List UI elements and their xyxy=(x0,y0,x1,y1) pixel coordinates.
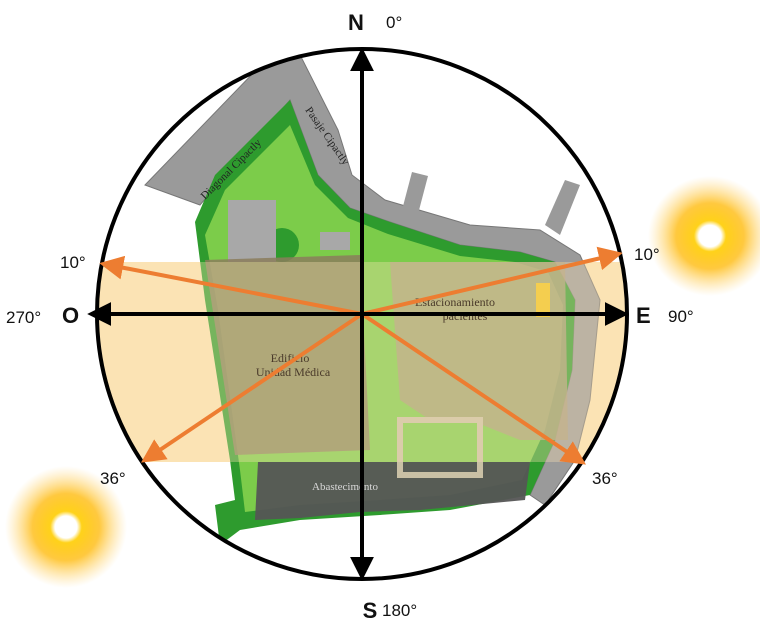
label-south-degrees: 180° xyxy=(382,601,417,620)
sun-arrow-lower-left xyxy=(141,312,364,463)
plaza-2 xyxy=(320,232,350,250)
label-north-degrees: 0° xyxy=(386,13,402,32)
street-spur xyxy=(545,180,580,235)
label-east: E xyxy=(636,303,651,328)
sun-icon-east xyxy=(648,176,760,296)
street-spur-2 xyxy=(402,172,428,214)
supply-label: Abastecimento xyxy=(312,481,378,493)
sun-arrow-lower-right xyxy=(360,312,586,465)
label-east-degrees: 90° xyxy=(668,307,694,326)
angle-label-lower-right: 36° xyxy=(592,469,618,488)
label-north: N xyxy=(348,10,364,35)
sun-icon-west xyxy=(5,466,127,588)
building-label-2: Unidad Médica xyxy=(256,365,331,379)
angle-label-lower-left: 36° xyxy=(100,469,126,488)
service-yard xyxy=(397,417,483,478)
angle-label-upper-right: 10° xyxy=(634,245,660,264)
label-west-degrees: 270° xyxy=(6,308,41,327)
plaza xyxy=(228,200,276,262)
angle-label-upper-left: 10° xyxy=(60,253,86,272)
label-west: O xyxy=(62,303,79,328)
label-south: S xyxy=(363,598,378,623)
